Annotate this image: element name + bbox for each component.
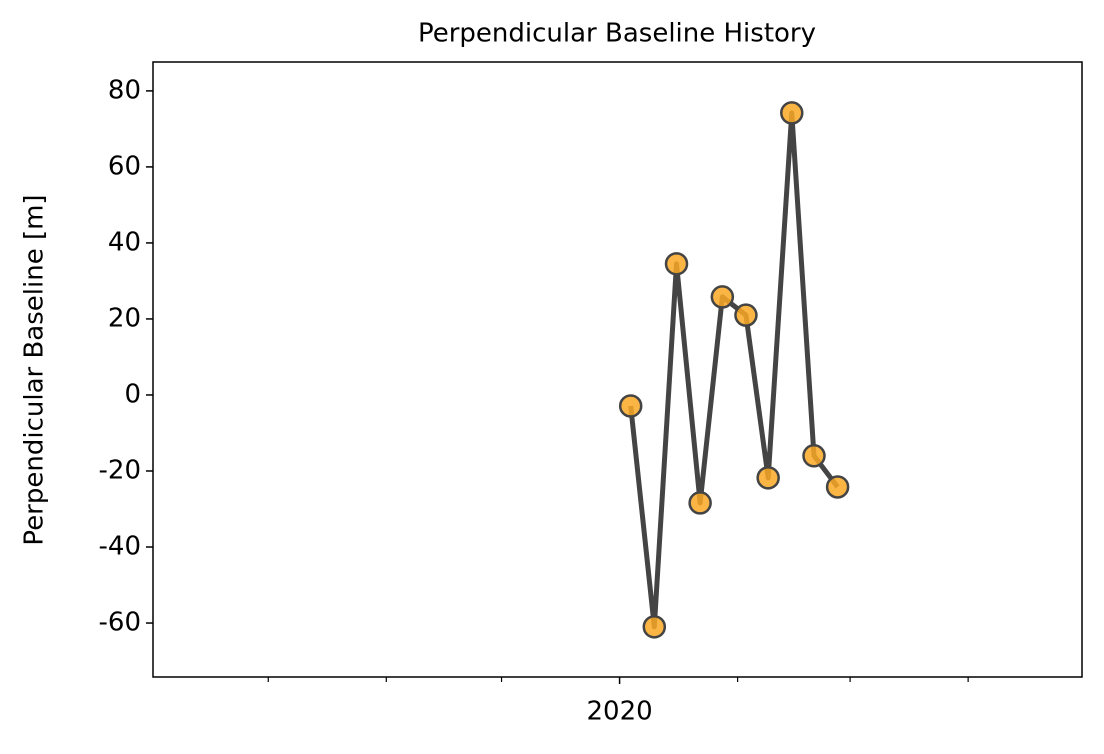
point xyxy=(664,252,689,276)
y-tick-label: 80 xyxy=(108,75,141,105)
y-tick-label: 60 xyxy=(108,151,141,181)
point xyxy=(618,394,643,418)
point xyxy=(756,466,780,490)
y-tick-label: 20 xyxy=(108,303,141,333)
point xyxy=(710,285,735,309)
y-axis-label: Perpendicular Baseline [m] xyxy=(20,194,50,545)
point xyxy=(780,101,804,125)
line xyxy=(628,110,840,630)
y-tick-label: -40 xyxy=(99,532,141,562)
y-tick-label: -60 xyxy=(99,608,141,638)
point xyxy=(642,615,667,639)
point xyxy=(734,303,758,327)
y-tick-label: -20 xyxy=(99,455,141,485)
chart-title: Perpendicular Baseline History xyxy=(418,19,816,49)
y-tick-label: 40 xyxy=(108,227,141,257)
point xyxy=(688,491,712,515)
plot-frame xyxy=(152,61,1083,678)
point xyxy=(825,475,850,499)
x-tick-label: 2020 xyxy=(586,697,652,727)
y-tick-label: 0 xyxy=(124,379,141,409)
point xyxy=(802,444,826,468)
